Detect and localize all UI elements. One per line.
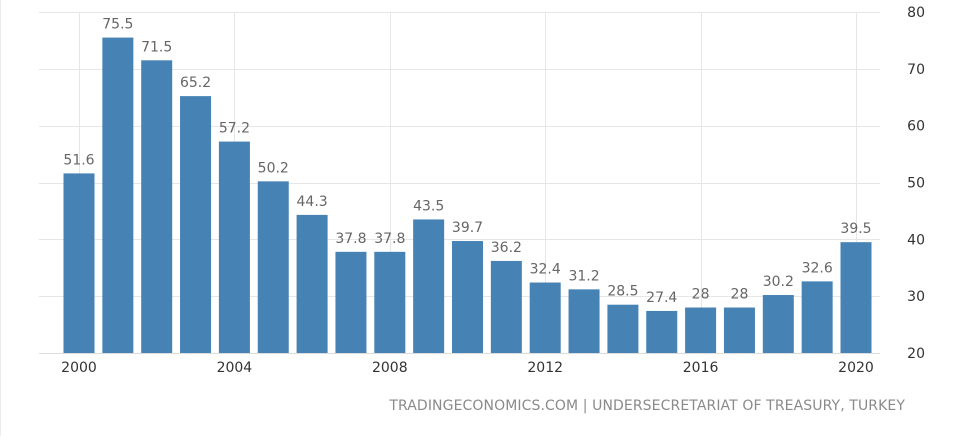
data-label-2010: 39.7 (452, 220, 483, 236)
bar-2009 (413, 219, 445, 353)
x-tick-label: 2004 (217, 360, 253, 376)
bar-2004 (218, 141, 250, 353)
data-label-2015: 27.4 (646, 290, 677, 306)
bar-2018 (762, 295, 794, 353)
x-tick-label: 2020 (838, 360, 874, 376)
data-label-2011: 36.2 (491, 240, 522, 256)
data-label-2008: 37.8 (374, 231, 405, 247)
y-tick-label: 40 (907, 232, 925, 248)
data-label-2018: 30.2 (763, 274, 794, 290)
y-axis-ticks: 20 30 40 50 60 70 80 (907, 5, 925, 362)
y-tick-label: 50 (907, 176, 925, 192)
bar-2013 (568, 289, 600, 353)
x-tick-label: 2000 (61, 360, 97, 376)
x-axis-ticks: 2000 2004 2008 2012 2016 2020 (61, 360, 874, 376)
bar-2016 (685, 307, 717, 353)
x-tick-label: 2016 (683, 360, 719, 376)
bars (63, 37, 872, 354)
bar-2006 (296, 214, 328, 353)
data-label-2020: 39.5 (840, 221, 871, 237)
data-label-2002: 71.5 (141, 39, 172, 55)
data-label-2007: 37.8 (335, 231, 366, 247)
data-label-2005: 50.2 (258, 160, 289, 176)
bar-2014 (607, 304, 639, 353)
data-label-2016: 28 (692, 287, 710, 303)
y-tick-label: 80 (907, 5, 925, 21)
data-labels: 51.6 75.5 71.5 65.2 57.2 50.2 44.3 37.8 37.8 43.5… (63, 17, 871, 306)
data-label-2009: 43.5 (413, 198, 444, 214)
bar-2000 (63, 173, 95, 353)
y-tick-label: 30 (907, 289, 925, 305)
bar-2017 (723, 307, 755, 353)
data-label-2014: 28.5 (607, 284, 638, 300)
y-tick-label: 60 (907, 119, 925, 135)
y-tick-label: 20 (907, 346, 925, 362)
bar-2020 (840, 242, 872, 353)
bar-2012 (529, 282, 561, 353)
bar-2007 (335, 251, 367, 353)
bar-2019 (801, 281, 833, 353)
bar-2005 (257, 181, 289, 353)
data-label-2019: 32.6 (802, 260, 833, 276)
bar-2011 (490, 260, 522, 353)
bar-2001 (102, 37, 134, 353)
data-label-2012: 32.4 (530, 262, 561, 278)
bar-2015 (646, 310, 678, 353)
y-tick-label: 70 (907, 62, 925, 78)
data-label-2017: 28 (731, 287, 749, 303)
x-tick-label: 2012 (527, 360, 563, 376)
left-frame-line (0, 0, 1, 436)
data-label-2001: 75.5 (102, 17, 133, 33)
data-label-2003: 65.2 (180, 75, 211, 91)
data-label-2000: 51.6 (63, 152, 94, 168)
bar-2002 (141, 60, 173, 354)
source-credit: TRADINGECONOMICS.COM | UNDERSECRETARIAT … (389, 398, 905, 414)
data-label-2006: 44.3 (297, 194, 328, 210)
data-label-2013: 31.2 (568, 268, 599, 284)
data-label-2004: 57.2 (219, 121, 250, 137)
x-tick-label: 2008 (372, 360, 408, 376)
bar-2008 (374, 251, 406, 353)
bar-2010 (452, 241, 483, 353)
bar-2003 (180, 96, 212, 354)
